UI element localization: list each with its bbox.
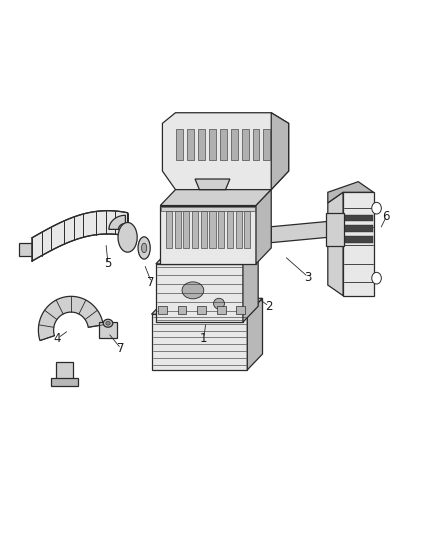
Circle shape: [372, 203, 381, 214]
Polygon shape: [51, 378, 78, 386]
Polygon shape: [39, 296, 103, 341]
Text: 1: 1: [199, 332, 207, 344]
Polygon shape: [218, 211, 224, 248]
Polygon shape: [166, 211, 172, 248]
Polygon shape: [162, 113, 289, 190]
Circle shape: [372, 272, 381, 284]
Polygon shape: [32, 211, 127, 261]
Polygon shape: [99, 322, 117, 338]
Text: 2: 2: [265, 300, 272, 313]
Polygon shape: [109, 215, 125, 229]
Bar: [187, 128, 194, 160]
Bar: [209, 128, 216, 160]
Polygon shape: [195, 179, 230, 190]
Polygon shape: [328, 182, 374, 203]
Polygon shape: [184, 211, 189, 248]
Polygon shape: [160, 190, 271, 206]
Polygon shape: [247, 298, 262, 370]
Bar: [242, 128, 249, 160]
Bar: [344, 225, 373, 232]
Polygon shape: [227, 211, 233, 248]
Polygon shape: [192, 211, 198, 248]
Text: 5: 5: [104, 257, 111, 270]
Polygon shape: [156, 264, 243, 322]
Text: 7: 7: [147, 276, 155, 289]
Bar: [177, 128, 184, 160]
Polygon shape: [271, 113, 289, 190]
Ellipse shape: [182, 282, 204, 299]
Ellipse shape: [141, 243, 147, 253]
Polygon shape: [158, 306, 167, 314]
Ellipse shape: [106, 321, 110, 325]
Polygon shape: [152, 298, 262, 314]
Polygon shape: [343, 192, 374, 296]
Ellipse shape: [118, 222, 137, 252]
Text: 3: 3: [304, 271, 311, 284]
Text: 4: 4: [53, 332, 61, 344]
Ellipse shape: [103, 319, 113, 327]
Polygon shape: [197, 306, 206, 314]
Bar: [253, 128, 259, 160]
Polygon shape: [175, 211, 181, 248]
Bar: [231, 128, 238, 160]
Polygon shape: [19, 243, 32, 256]
Bar: [198, 128, 205, 160]
Polygon shape: [217, 306, 226, 314]
Polygon shape: [56, 362, 73, 381]
Bar: [220, 128, 227, 160]
Ellipse shape: [138, 237, 150, 259]
Text: 7: 7: [117, 342, 124, 355]
Polygon shape: [244, 211, 251, 248]
Polygon shape: [328, 192, 343, 296]
Polygon shape: [236, 211, 242, 248]
Polygon shape: [178, 306, 186, 314]
Polygon shape: [209, 211, 215, 248]
Polygon shape: [271, 221, 328, 243]
Polygon shape: [160, 206, 256, 264]
Ellipse shape: [214, 298, 224, 309]
Polygon shape: [256, 190, 271, 264]
Polygon shape: [156, 248, 258, 264]
Polygon shape: [201, 211, 207, 248]
Polygon shape: [161, 207, 255, 211]
Bar: [344, 236, 373, 243]
Text: 6: 6: [382, 209, 390, 223]
Bar: [263, 128, 270, 160]
Polygon shape: [325, 214, 344, 246]
Bar: [344, 215, 373, 221]
Polygon shape: [243, 248, 258, 322]
Polygon shape: [152, 314, 247, 370]
Polygon shape: [237, 306, 245, 314]
